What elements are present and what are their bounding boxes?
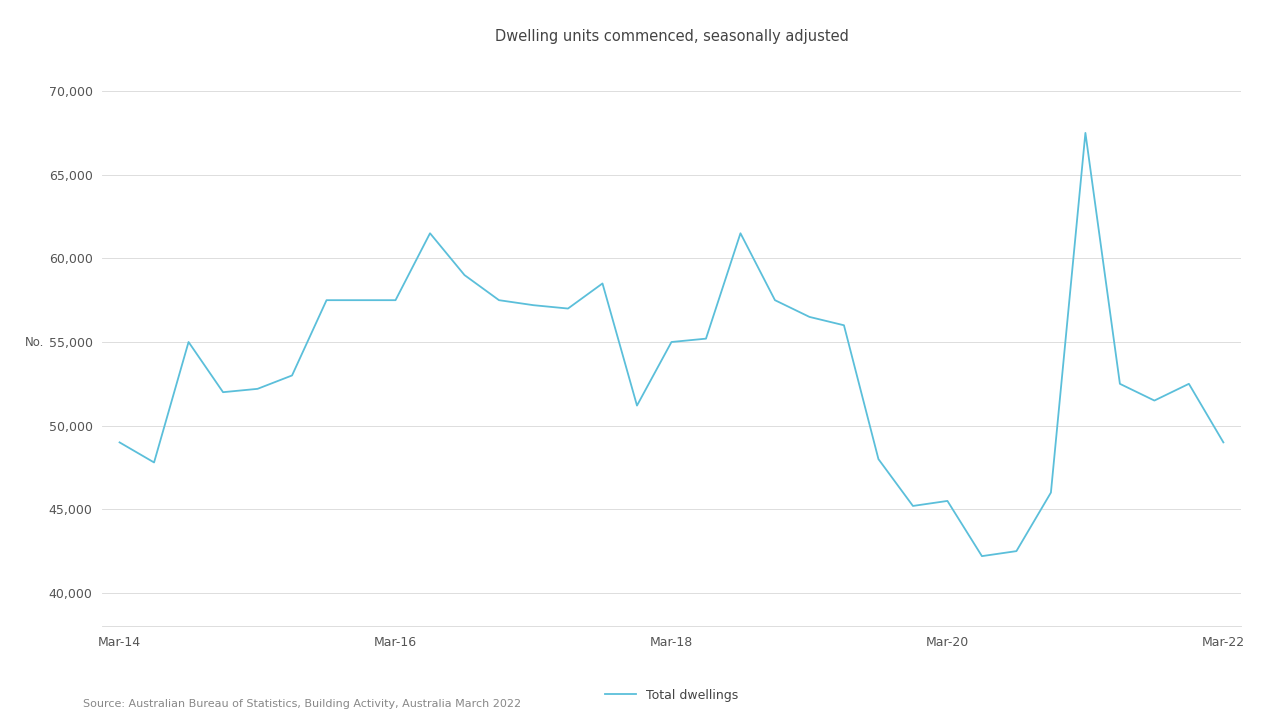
Total dwellings — [698, 334, 714, 343]
Total dwellings — [802, 312, 817, 321]
Line: Total dwellings: Total dwellings — [119, 133, 1224, 556]
Total dwellings — [1044, 488, 1059, 497]
Total dwellings — [111, 438, 127, 446]
Legend: Total dwellings: Total dwellings — [600, 684, 743, 707]
Total dwellings — [733, 229, 748, 238]
Total dwellings — [457, 271, 472, 279]
Total dwellings — [1113, 379, 1128, 388]
Text: Source: Australian Bureau of Statistics, Building Activity, Australia March 2022: Source: Australian Bureau of Statistics,… — [83, 699, 522, 709]
Title: Dwelling units commenced, seasonally adjusted: Dwelling units commenced, seasonally adj… — [495, 29, 848, 44]
Total dwellings — [146, 458, 161, 467]
Total dwellings — [975, 552, 990, 560]
Total dwellings — [1216, 438, 1232, 446]
Total dwellings — [526, 301, 541, 310]
Total dwellings — [215, 388, 230, 397]
Total dwellings — [595, 279, 610, 288]
Total dwellings — [664, 338, 679, 346]
Y-axis label: No.: No. — [26, 336, 45, 348]
Total dwellings — [906, 502, 921, 510]
Total dwellings — [560, 305, 576, 313]
Total dwellings — [1182, 379, 1197, 388]
Total dwellings — [1009, 546, 1024, 555]
Total dwellings — [353, 296, 368, 305]
Total dwellings — [388, 296, 403, 305]
Total dwellings — [284, 371, 299, 379]
Total dwellings — [940, 497, 955, 505]
Total dwellings — [1078, 129, 1094, 138]
Total dwellings — [629, 401, 645, 410]
Total dwellings — [422, 229, 437, 238]
Total dwellings — [318, 296, 334, 305]
Total dwellings — [249, 384, 265, 393]
Total dwellings — [871, 455, 886, 464]
Total dwellings — [767, 296, 783, 305]
Total dwellings — [1147, 396, 1163, 405]
Total dwellings — [836, 321, 852, 330]
Total dwellings — [491, 296, 506, 305]
Total dwellings — [180, 338, 196, 346]
